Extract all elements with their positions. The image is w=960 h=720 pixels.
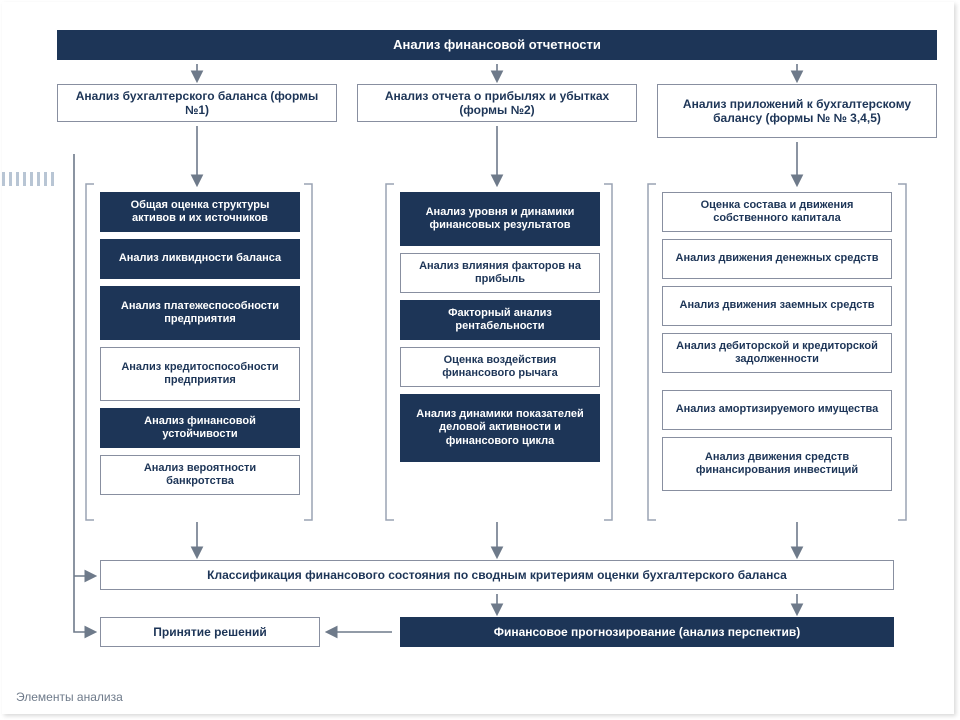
node-a3: Анализ платежеспособности предприятия <box>100 286 300 340</box>
node-c4: Анализ дебиторской и кредиторской задолж… <box>662 333 892 373</box>
node-dec: Принятие решений <box>100 617 320 647</box>
node-c5: Анализ амортизируемого имущества <box>662 390 892 430</box>
node-b3: Факторный анализ рентабельности <box>400 300 600 340</box>
node-root: Анализ финансовой отчетности <box>57 30 937 60</box>
node-a2: Анализ ликвидности баланса <box>100 239 300 279</box>
node-c2: Анализ движения денежных средств <box>662 239 892 279</box>
node-b2: Анализ влияния факторов на прибыль <box>400 253 600 293</box>
node-b1: Анализ уровня и динамики финансовых резу… <box>400 192 600 246</box>
node-h3: Анализ приложений к бухгалтерскому балан… <box>657 84 937 138</box>
footer-label: Элементы анализа <box>16 690 123 704</box>
node-c3: Анализ движения заемных средств <box>662 286 892 326</box>
node-h2: Анализ отчета о прибылях и убытках (форм… <box>357 84 637 122</box>
page-frame: Анализ финансовой отчетности Анализ бухга… <box>2 2 954 714</box>
node-class: Классификация финансового состояния по с… <box>100 560 894 590</box>
node-a6: Анализ вероятности банкротства <box>100 455 300 495</box>
node-b4: Оценка воздействия финансового рычага <box>400 347 600 387</box>
node-b5: Анализ динамики показателей деловой акти… <box>400 394 600 462</box>
node-a4: Анализ кредитоспособности предприятия <box>100 347 300 401</box>
node-c1: Оценка состава и движения собственного к… <box>662 192 892 232</box>
node-a1: Общая оценка структуры активов и их исто… <box>100 192 300 232</box>
node-forc: Финансовое прогнозирование (анализ персп… <box>400 617 894 647</box>
node-c6: Анализ движения средств финансирования и… <box>662 437 892 491</box>
node-h1: Анализ бухгалтерского баланса (формы №1) <box>57 84 337 122</box>
node-a5: Анализ финансовой устойчивости <box>100 408 300 448</box>
